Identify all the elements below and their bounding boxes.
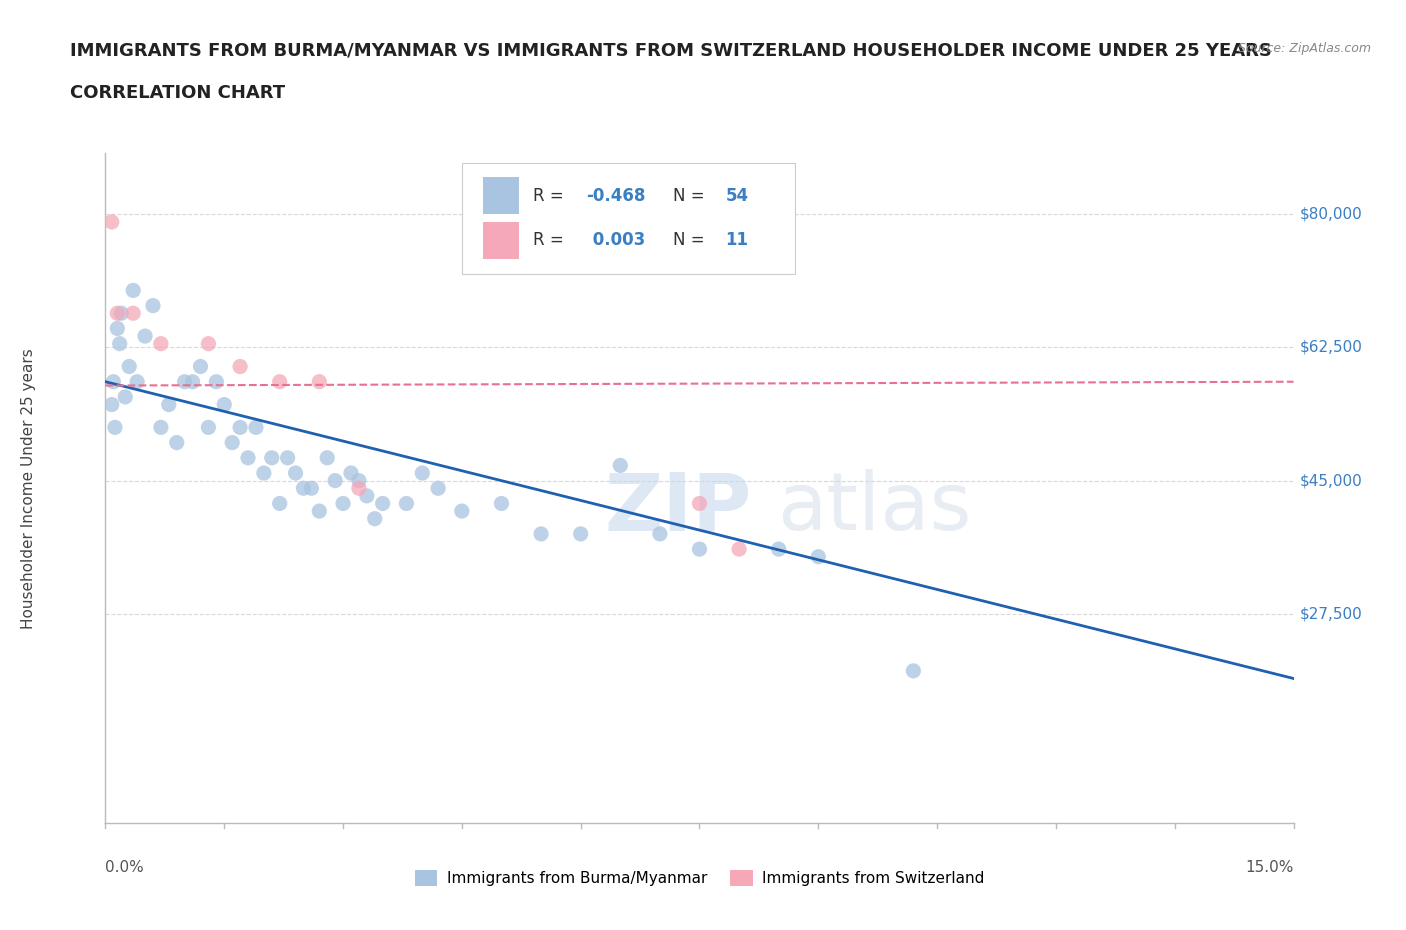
Text: N =: N = (673, 232, 710, 249)
Point (903, 663, 925, 678)
Point (292, 481, 315, 496)
Text: -0.468: -0.468 (586, 187, 645, 205)
Point (190, 359, 212, 374)
Point (101, 397, 124, 412)
Point (134, 328, 156, 343)
Point (260, 450, 283, 465)
Point (332, 496, 354, 511)
Text: 0.003: 0.003 (586, 232, 645, 249)
Point (214, 397, 236, 412)
Text: $80,000: $80,000 (1299, 206, 1362, 222)
Text: N =: N = (673, 187, 710, 205)
Point (101, 215, 124, 230)
Point (269, 374, 291, 389)
Point (127, 374, 149, 389)
Point (197, 337, 219, 352)
Point (807, 550, 830, 565)
Text: $45,000: $45,000 (1299, 473, 1362, 488)
Point (166, 435, 188, 450)
Point (411, 466, 433, 481)
Point (609, 458, 631, 472)
Text: $27,500: $27,500 (1299, 606, 1362, 621)
Point (689, 496, 711, 511)
Text: R =: R = (533, 232, 569, 249)
Point (229, 420, 252, 435)
Point (105, 321, 128, 336)
Point (364, 512, 387, 526)
Legend: Immigrants from Burma/Myanmar, Immigrants from Switzerland: Immigrants from Burma/Myanmar, Immigrant… (409, 864, 990, 893)
Text: Householder Income Under 25 years: Householder Income Under 25 years (21, 348, 35, 629)
Point (768, 541, 790, 556)
Point (197, 420, 219, 435)
Point (173, 374, 195, 389)
Point (340, 466, 363, 481)
Point (347, 473, 370, 488)
Point (728, 541, 751, 556)
Text: IMMIGRANTS FROM BURMA/MYANMAR VS IMMIGRANTS FROM SWITZERLAND HOUSEHOLDER INCOME : IMMIGRANTS FROM BURMA/MYANMAR VS IMMIGRA… (70, 42, 1272, 60)
Point (323, 473, 346, 488)
Point (569, 526, 592, 541)
Point (316, 450, 339, 465)
Point (395, 496, 418, 511)
Text: 54: 54 (725, 187, 749, 205)
Point (122, 283, 145, 298)
Point (371, 496, 394, 511)
Point (356, 488, 378, 503)
Point (114, 390, 136, 405)
Text: 11: 11 (725, 232, 748, 249)
Point (253, 466, 276, 481)
Point (229, 359, 252, 374)
Point (149, 420, 172, 435)
Point (236, 450, 259, 465)
FancyBboxPatch shape (484, 178, 519, 214)
Text: R =: R = (533, 187, 569, 205)
Point (427, 481, 450, 496)
Text: 15.0%: 15.0% (1246, 860, 1294, 875)
Point (142, 299, 165, 313)
Point (269, 496, 291, 511)
Text: Source: ZipAtlas.com: Source: ZipAtlas.com (1237, 42, 1371, 55)
Text: atlas: atlas (776, 470, 972, 548)
Point (205, 374, 228, 389)
Point (308, 374, 330, 389)
Point (122, 306, 145, 321)
Point (221, 435, 243, 450)
Point (181, 374, 204, 389)
Point (530, 526, 553, 541)
Point (104, 420, 127, 435)
Point (308, 504, 330, 519)
Text: 0.0%: 0.0% (105, 860, 145, 875)
Point (299, 481, 322, 496)
Point (284, 466, 307, 481)
Point (648, 526, 671, 541)
Point (157, 397, 180, 412)
Point (149, 337, 172, 352)
Point (105, 306, 128, 321)
Point (103, 374, 125, 389)
Point (450, 504, 472, 519)
Text: $62,500: $62,500 (1299, 340, 1362, 355)
Point (491, 496, 513, 511)
FancyBboxPatch shape (484, 222, 519, 259)
Point (347, 481, 370, 496)
Point (277, 450, 299, 465)
Text: ZIP: ZIP (605, 470, 752, 548)
Point (108, 337, 131, 352)
Text: CORRELATION CHART: CORRELATION CHART (70, 84, 285, 101)
Point (245, 420, 267, 435)
Point (110, 306, 132, 321)
Point (118, 359, 141, 374)
FancyBboxPatch shape (461, 164, 794, 274)
Point (689, 541, 711, 556)
